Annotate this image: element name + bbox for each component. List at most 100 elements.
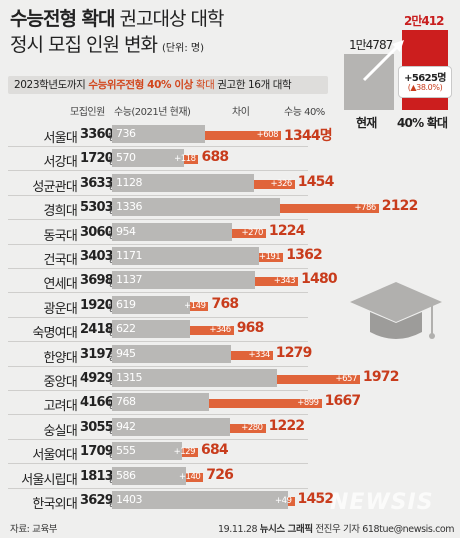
row-divider	[8, 170, 308, 172]
target-value: 726	[206, 466, 234, 483]
recruit-count: 4166	[80, 395, 114, 411]
current-bar	[112, 442, 182, 461]
target-value: 684	[201, 442, 229, 459]
current-value: 1171	[116, 249, 143, 262]
increase-bar	[254, 277, 298, 287]
diff-label: +608	[256, 130, 279, 140]
target-value: 1452	[297, 491, 335, 507]
university-name: 중앙대	[43, 375, 78, 390]
header-target: 수능 40%	[284, 107, 325, 118]
diff-label: +899	[297, 398, 319, 409]
current-bar	[112, 491, 289, 509]
credit-author: 전진우 기자 618tue@newsis.com	[315, 524, 455, 535]
row-divider	[8, 267, 308, 269]
target-value: 1222	[268, 417, 306, 434]
increase-bar	[288, 497, 295, 506]
target-value: 1667	[324, 393, 362, 410]
increase-bar	[253, 179, 295, 189]
current-bar	[112, 149, 184, 168]
increase-value: +5625명	[404, 73, 446, 84]
row-divider	[8, 316, 308, 318]
university-name: 연세대	[43, 277, 78, 293]
page-title: 수능전형 확대 권고대상 대학 정시 모집 인원 변화 (단위: 명)	[10, 6, 225, 62]
university-name: 서울대	[43, 131, 78, 146]
current-bar	[112, 320, 191, 339]
target-value: 1454	[297, 173, 335, 190]
diff-label: +657	[335, 374, 358, 384]
current-bar	[112, 173, 254, 192]
current-bar	[112, 466, 186, 485]
diff-label: +334	[248, 349, 270, 360]
row-divider	[8, 341, 308, 343]
credit-date: 19.11.28	[218, 524, 258, 535]
current-bar	[112, 344, 231, 363]
recruit-count: 2418	[80, 322, 114, 338]
university-name: 한양대	[43, 350, 78, 366]
recruit-count: 1813	[80, 468, 114, 484]
increase-pct: (▲38.0%)	[407, 83, 443, 92]
row-divider	[8, 438, 308, 440]
recruit-count: 1720	[80, 151, 114, 167]
diff-label: +786	[354, 203, 376, 214]
recruit-count: 3360	[80, 127, 114, 142]
recruit-count: 3698	[80, 273, 114, 289]
recruit-count: 1920	[80, 297, 114, 313]
current-value: 622	[116, 322, 136, 336]
watermark-logo: NEWSIS	[330, 490, 434, 515]
recruit-count: 3633	[80, 175, 114, 191]
university-name: 서강대	[43, 155, 78, 171]
inset-current-value: 1만4787	[349, 38, 393, 52]
header-diff: 차이	[232, 107, 250, 118]
current-bar	[112, 198, 280, 217]
target-value: 1224	[268, 222, 306, 239]
row-divider	[8, 145, 308, 147]
recruit-count: 1709	[80, 444, 114, 460]
inset-target-label: 40% 확대	[397, 116, 448, 130]
header-recruit: 모집인원	[70, 107, 105, 118]
current-bar	[112, 271, 255, 290]
row-divider	[8, 194, 308, 196]
banner-part3: 권고한 16개 대학	[214, 79, 292, 91]
row-divider	[8, 243, 308, 245]
university-name: 성균관대	[32, 179, 77, 195]
university-name: 경희대	[43, 204, 78, 220]
diff-label: +280	[241, 422, 263, 433]
increase-bar	[230, 423, 266, 433]
recruit-count: 4929	[80, 371, 114, 386]
current-value: 1315	[116, 371, 143, 384]
increase-bar	[204, 131, 281, 140]
current-value: 945	[116, 346, 136, 360]
recruit-count: 5303	[80, 200, 114, 216]
banner-part1: 2023학년도까지	[14, 79, 89, 91]
increase-bar	[183, 155, 199, 165]
university-name: 서울시립대	[21, 472, 78, 488]
graduation-cap-icon	[350, 282, 442, 339]
current-value: 570	[116, 151, 136, 165]
row-divider	[8, 463, 308, 465]
current-value: 586	[116, 468, 136, 482]
row-divider	[8, 389, 308, 391]
inset-current-label: 현재	[356, 116, 377, 130]
title-light: 권고대상 대학	[119, 8, 225, 30]
increase-bar	[181, 448, 198, 458]
university-name: 건국대	[43, 253, 78, 268]
row-divider	[8, 292, 308, 294]
university-name: 숙명여대	[32, 326, 77, 342]
diff-label: +346	[209, 325, 231, 336]
source-note: 자료: 교육부	[10, 524, 58, 535]
diff-label: +49	[275, 496, 292, 506]
target-value: 1344명	[284, 128, 333, 144]
inset-target-value: 2만412	[404, 14, 444, 28]
